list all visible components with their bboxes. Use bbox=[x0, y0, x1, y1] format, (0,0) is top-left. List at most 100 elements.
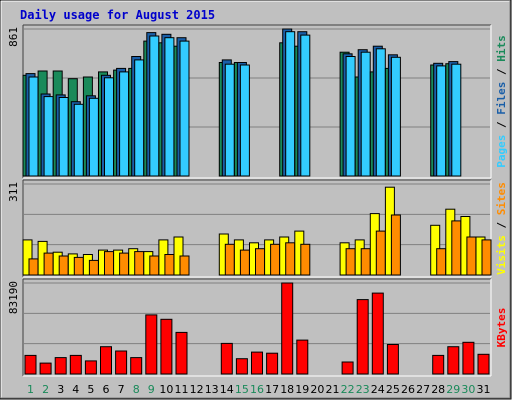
bar-kbytes bbox=[447, 346, 460, 375]
legend-text: KBytes bbox=[495, 308, 508, 348]
x-tick-label: 23 bbox=[356, 383, 370, 396]
x-tick-label: 8 bbox=[133, 383, 140, 396]
x-tick-label: 25 bbox=[386, 383, 400, 396]
bar-kbytes bbox=[220, 342, 233, 375]
x-tick-label: 22 bbox=[341, 383, 355, 396]
legend-item: Visits bbox=[495, 235, 508, 275]
bar-pages bbox=[88, 97, 99, 177]
y-tick-label: 861 bbox=[7, 27, 20, 47]
bar-sites bbox=[360, 248, 371, 276]
bar-kbytes bbox=[69, 354, 82, 375]
bar-pages bbox=[285, 31, 296, 177]
legend-text: Pages / Files / Hits bbox=[495, 35, 508, 168]
bar-pages bbox=[436, 65, 447, 177]
bar-sites bbox=[285, 242, 296, 276]
x-tick-label: 5 bbox=[87, 383, 94, 396]
bar-pages bbox=[58, 97, 69, 177]
x-tick-label: 2 bbox=[42, 383, 49, 396]
bar-kbytes bbox=[160, 318, 173, 375]
bar-kbytes bbox=[235, 358, 248, 375]
x-tick-label: 16 bbox=[250, 383, 264, 396]
bar-pages bbox=[451, 63, 462, 177]
bar-sites bbox=[300, 243, 311, 276]
x-tick-label: 21 bbox=[326, 383, 340, 396]
bar-kbytes bbox=[115, 350, 128, 375]
bar-kbytes bbox=[130, 357, 143, 375]
x-tick-label: 6 bbox=[103, 383, 110, 396]
bar-pages bbox=[300, 34, 311, 177]
bar-pages bbox=[149, 35, 160, 177]
bar-sites bbox=[451, 220, 462, 276]
legend-item: Sites bbox=[495, 182, 508, 215]
bar-kbytes bbox=[100, 346, 112, 375]
bar-sites bbox=[28, 258, 39, 276]
bar-pages bbox=[239, 64, 250, 177]
bar-sites bbox=[134, 251, 145, 276]
bar-pages bbox=[390, 56, 401, 177]
bar-sites bbox=[104, 251, 114, 276]
bar-pages bbox=[134, 59, 145, 177]
bar-pages bbox=[164, 37, 175, 177]
bar-pages bbox=[360, 51, 371, 177]
x-tick-label: 20 bbox=[310, 383, 324, 396]
legend-visits-sites: Visits / Sites bbox=[495, 182, 508, 275]
bar-kbytes bbox=[371, 292, 384, 375]
bar-kbytes bbox=[386, 344, 399, 375]
bar-sites bbox=[375, 230, 386, 276]
bar-kbytes bbox=[145, 314, 158, 375]
bar-sites bbox=[390, 214, 401, 276]
y-tick-label: 311 bbox=[7, 182, 20, 202]
bar-kbytes bbox=[175, 331, 188, 375]
x-tick-label: 3 bbox=[57, 383, 64, 396]
bar-sites bbox=[481, 239, 492, 276]
bar-kbytes bbox=[54, 357, 67, 375]
bar-kbytes bbox=[39, 362, 52, 375]
panel-visits-sites: 311 Visits / Sites bbox=[7, 179, 508, 278]
bar-kbytes bbox=[432, 354, 445, 375]
legend-item: Hits bbox=[495, 35, 508, 62]
bar-kbytes bbox=[24, 354, 37, 375]
x-tick-label: 29 bbox=[446, 383, 460, 396]
bar-kbytes bbox=[266, 352, 279, 375]
bar-pages bbox=[345, 56, 356, 177]
x-tick-label: 7 bbox=[118, 383, 125, 396]
bar-sites bbox=[255, 248, 265, 276]
x-tick-label: 31 bbox=[477, 383, 491, 396]
y-tick-label: 83190 bbox=[7, 281, 20, 314]
bar-sites bbox=[466, 236, 477, 276]
bar-sites bbox=[239, 249, 250, 276]
bar-visits bbox=[22, 239, 33, 276]
x-tick-label: 24 bbox=[371, 383, 385, 396]
bar-kbytes bbox=[477, 353, 490, 375]
bar-sites bbox=[149, 255, 160, 276]
bar-kbytes bbox=[341, 361, 354, 375]
x-tick-label: 15 bbox=[235, 383, 249, 396]
bar-sites bbox=[73, 256, 84, 276]
x-tick-label: 19 bbox=[295, 383, 309, 396]
x-tick-label: 27 bbox=[416, 383, 430, 396]
bar-sites bbox=[179, 255, 190, 276]
bar-kbytes bbox=[356, 299, 369, 375]
x-tick-label: 12 bbox=[190, 383, 204, 396]
legend-item: Files bbox=[495, 82, 508, 115]
panel-kbytes: 83190 KBytes bbox=[7, 278, 508, 377]
bar-kbytes bbox=[251, 351, 263, 375]
bar-sites bbox=[43, 252, 54, 276]
legend-kbytes: KBytes bbox=[495, 308, 508, 348]
x-tick-label: 26 bbox=[401, 383, 415, 396]
bar-kbytes bbox=[84, 360, 97, 375]
x-tick-label: 9 bbox=[148, 383, 155, 396]
bar-kbytes bbox=[296, 339, 309, 375]
bar-pages bbox=[73, 103, 84, 177]
bar-pages bbox=[179, 40, 190, 177]
x-tick-label: 1 bbox=[27, 383, 34, 396]
bar-sites bbox=[270, 243, 281, 276]
bar-sites bbox=[164, 254, 175, 276]
bar-kbytes bbox=[462, 341, 475, 375]
bar-pages bbox=[104, 77, 114, 177]
x-tick-label: 30 bbox=[461, 383, 475, 396]
bar-pages bbox=[28, 76, 39, 177]
bar-sites bbox=[345, 248, 356, 276]
x-tick-label: 14 bbox=[220, 383, 234, 396]
